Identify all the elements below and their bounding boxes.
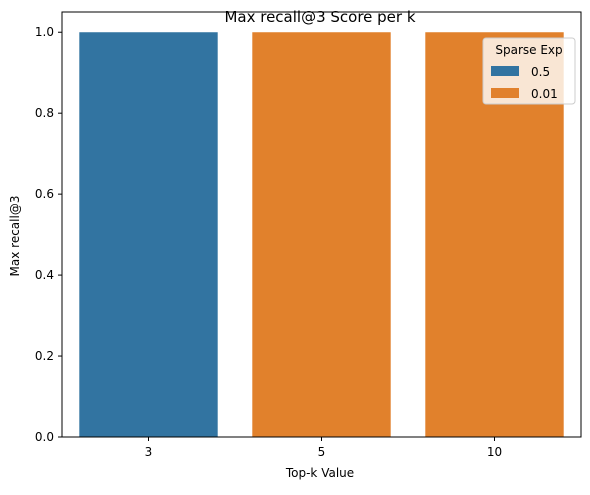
y-tick-label-0: 0.0 xyxy=(35,430,54,444)
legend: Sparse Exp 0.5 0.01 xyxy=(482,37,576,105)
legend-box xyxy=(482,37,576,105)
y-tick-label-4: 0.8 xyxy=(35,106,54,120)
y-tick-label-2: 0.4 xyxy=(35,268,54,282)
y-tick-label-5: 1.0 xyxy=(35,25,54,39)
chart-title: Max recall@3 Score per k xyxy=(224,8,415,26)
x-tick-label-5: 5 xyxy=(318,445,326,459)
legend-title: Sparse Exp xyxy=(495,43,562,57)
y-axis-label: Max recall@3 xyxy=(8,196,22,277)
y-tick-label-1: 0.2 xyxy=(35,349,54,363)
x-tick-label-3: 3 xyxy=(145,445,153,459)
x-axis-label: Top-k Value xyxy=(285,466,354,480)
bar-5 xyxy=(252,32,391,437)
legend-label-0: 0.5 xyxy=(531,65,550,79)
x-tick-label-10: 10 xyxy=(487,445,502,459)
bar-3 xyxy=(79,32,218,437)
legend-swatch-1 xyxy=(491,88,519,98)
plot-frame xyxy=(61,11,582,438)
y-tick-label-3: 0.6 xyxy=(35,187,54,201)
legend-label-1: 0.01 xyxy=(531,87,558,101)
y-axis: 0.0 0.2 0.4 0.6 0.8 1.0 xyxy=(35,25,62,444)
x-axis: 3 5 10 xyxy=(145,437,502,459)
legend-swatch-0 xyxy=(491,66,519,76)
